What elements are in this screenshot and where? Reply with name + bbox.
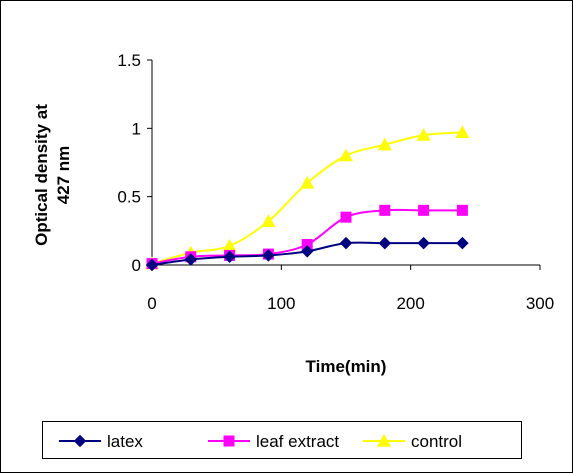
legend: latex leaf extract control	[42, 421, 522, 459]
x-tick-label: 300	[526, 294, 554, 313]
legend-item-control: control	[363, 432, 462, 451]
data-point	[340, 211, 352, 223]
legend-marker	[377, 434, 391, 447]
y-tick-label: 0.5	[117, 188, 141, 207]
legend-marker	[223, 435, 235, 447]
data-point	[145, 258, 159, 272]
axes: 0 0.5 1 1.5 0 100 200 300	[117, 51, 554, 313]
data-point	[262, 249, 275, 262]
legend-item-leaf-extract: leaf extract	[208, 432, 339, 451]
legend-items: latex leaf extract control	[59, 432, 462, 451]
x-tick-label: 200	[396, 294, 424, 313]
data-point	[455, 125, 470, 139]
y-tick-label: 0	[132, 256, 141, 275]
data-point	[261, 214, 276, 227]
x-tick-label: 100	[267, 294, 295, 313]
data-point	[222, 238, 237, 252]
legend-label: latex	[107, 432, 143, 451]
legend-item-latex: latex	[59, 432, 143, 451]
data-point	[418, 204, 430, 216]
y-axis-title-line-2: 427 nm	[54, 146, 73, 205]
y-tick-label: 1.5	[117, 51, 141, 70]
y-tick-label: 1	[132, 119, 141, 138]
series-latex	[145, 236, 469, 272]
y-axis-title: Optical density at 427 nm	[32, 104, 73, 246]
data-point	[416, 128, 431, 141]
data-point	[300, 244, 314, 258]
legend-label: leaf extract	[256, 432, 339, 451]
data-point	[300, 176, 315, 189]
data-point	[378, 236, 392, 250]
legend-marker	[73, 434, 87, 448]
data-point	[456, 204, 468, 216]
data-point	[417, 236, 430, 250]
data-point	[339, 236, 353, 250]
data-point	[223, 250, 236, 264]
data-point	[377, 137, 392, 151]
x-tick-label: 0	[147, 294, 156, 313]
data-point	[379, 204, 391, 216]
data-point	[301, 239, 313, 250]
x-axis-title: Time(min)	[306, 357, 387, 376]
y-axis-title-line-1: Optical density at	[32, 104, 51, 246]
data-point	[184, 253, 198, 266]
legend-label: control	[411, 432, 462, 451]
data-point	[339, 148, 353, 162]
data-point	[456, 236, 469, 250]
series-layer	[145, 125, 470, 272]
